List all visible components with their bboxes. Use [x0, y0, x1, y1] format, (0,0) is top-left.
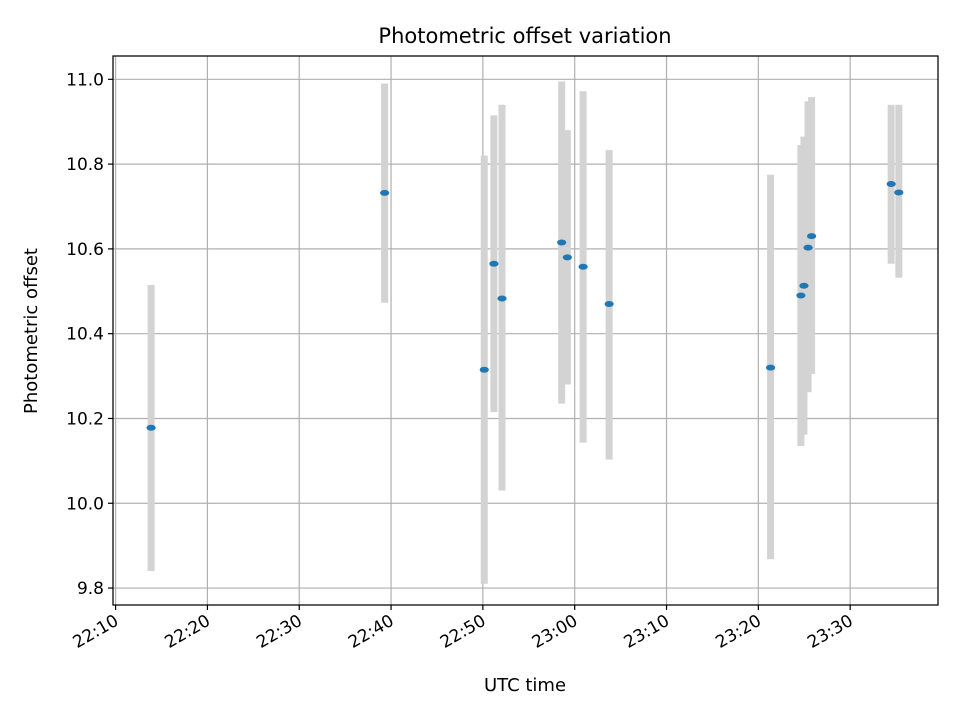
- data-point: [765, 364, 776, 371]
- y-tick-label: 10.6: [66, 240, 104, 260]
- data-points: [146, 181, 904, 431]
- data-point: [604, 301, 614, 308]
- y-tick-label: 10.2: [66, 409, 104, 429]
- data-point: [578, 263, 588, 270]
- data-point: [886, 181, 896, 188]
- y-axis-ticks: 9.8 10.0 10.2 10.4 10.6 10.8 11.0: [66, 70, 113, 599]
- grid: [113, 56, 938, 605]
- y-tick-label: 10.8: [66, 155, 104, 175]
- data-point: [562, 254, 572, 261]
- data-point: [479, 366, 489, 373]
- x-axis-label: UTC time: [484, 675, 566, 696]
- data-point: [489, 260, 499, 267]
- data-point: [557, 239, 567, 246]
- data-point: [799, 282, 809, 289]
- plot-frame: [112, 55, 939, 606]
- data-point: [796, 292, 806, 299]
- data-point: [803, 244, 813, 251]
- chart-title: Photometric offset variation: [378, 24, 671, 48]
- data-point: [894, 189, 904, 196]
- y-tick-label: 10.0: [66, 494, 104, 514]
- y-axis-label: Photometric offset: [21, 248, 42, 414]
- y-tick-label: 11.0: [66, 70, 104, 90]
- data-point: [806, 233, 817, 240]
- data-point: [380, 189, 390, 196]
- data-point: [146, 424, 156, 431]
- y-tick-label: 10.4: [66, 325, 104, 345]
- data-point: [497, 295, 507, 302]
- y-tick-label: 9.8: [77, 579, 104, 599]
